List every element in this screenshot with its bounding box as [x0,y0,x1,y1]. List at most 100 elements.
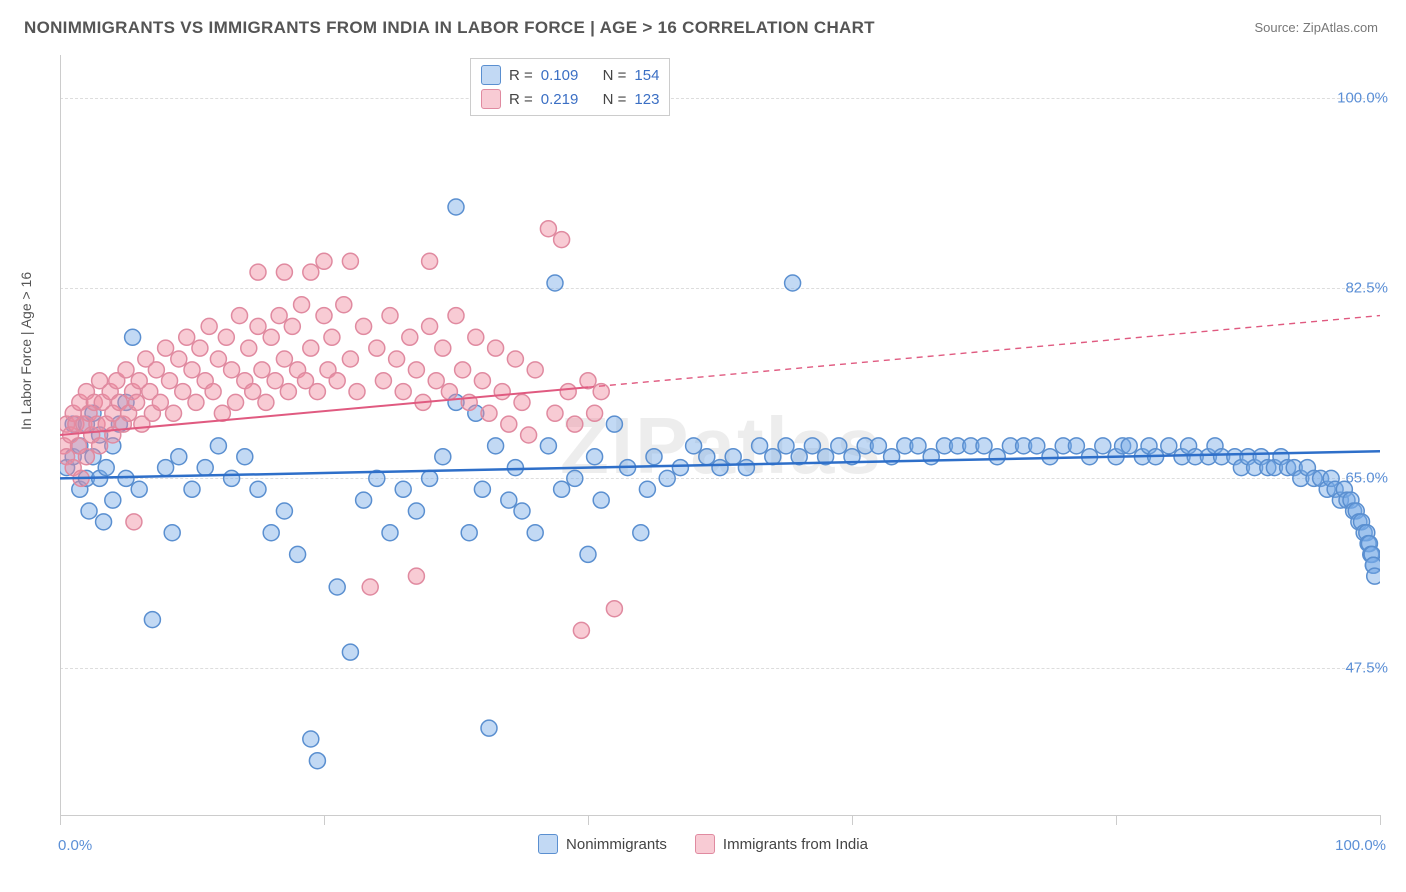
data-point [78,449,94,465]
legend-label: Nonimmigrants [566,836,667,853]
data-point [639,481,655,497]
y-axis-label: In Labor Force | Age > 16 [18,272,34,430]
data-point [309,384,325,400]
data-point [501,492,517,508]
data-point [205,384,221,400]
data-point [408,503,424,519]
data-point [192,340,208,356]
x-tick-mark [324,815,325,825]
stat-r-label: R = [509,91,533,108]
data-point [98,460,114,476]
data-point [455,362,471,378]
data-point [276,503,292,519]
data-point [316,253,332,269]
data-point [224,470,240,486]
stat-n-label: N = [603,67,627,84]
data-point [267,373,283,389]
data-point [342,351,358,367]
data-point [976,438,992,454]
data-point [633,525,649,541]
data-point [765,449,781,465]
data-point [646,449,662,465]
data-point [126,514,142,530]
legend-swatch [481,89,501,109]
data-point [362,579,378,595]
data-point [250,318,266,334]
data-point [540,221,556,237]
data-point [171,351,187,367]
data-point [778,438,794,454]
stat-n-label: N = [603,91,627,108]
data-point [250,264,266,280]
stats-box: R =0.109 N =154R =0.219 N =123 [470,58,670,116]
data-point [547,275,563,291]
data-point [158,340,174,356]
data-point [461,525,477,541]
data-point [408,568,424,584]
data-point [507,351,523,367]
data-point [408,362,424,378]
data-point [448,199,464,215]
x-tick-mark [1380,815,1381,825]
data-point [254,362,270,378]
data-point [488,438,504,454]
data-point [514,394,530,410]
data-point [593,492,609,508]
data-point [686,438,702,454]
data-point [474,373,490,389]
data-point [488,340,504,356]
data-point [923,449,939,465]
legend-item: Immigrants from India [695,834,868,854]
data-point [210,351,226,367]
data-point [1161,438,1177,454]
data-point [329,373,345,389]
data-point [481,720,497,736]
data-point [540,438,556,454]
data-point [587,405,603,421]
data-point [402,329,418,345]
data-point [422,318,438,334]
data-point [258,394,274,410]
legend-swatch [481,65,501,85]
data-point [228,394,244,410]
data-point [672,460,688,476]
data-point [389,351,405,367]
data-point [554,232,570,248]
data-point [1367,568,1380,584]
stats-row: R =0.109 N =154 [481,63,659,87]
data-point [468,329,484,345]
data-point [422,253,438,269]
data-point [201,318,217,334]
data-point [284,318,300,334]
data-point [441,384,457,400]
data-point [606,601,622,617]
data-point [547,405,563,421]
data-point [804,438,820,454]
data-point [395,384,411,400]
chart-source: Source: ZipAtlas.com [1254,20,1378,35]
data-point [342,644,358,660]
data-point [989,449,1005,465]
data-point [369,340,385,356]
legend-swatch [695,834,715,854]
data-point [395,481,411,497]
data-point [606,416,622,432]
data-point [263,329,279,345]
data-point [290,546,306,562]
data-point [712,460,728,476]
data-point [494,384,510,400]
data-point [356,318,372,334]
data-point [131,481,147,497]
data-point [81,503,97,519]
scatter-plot-svg [60,55,1380,815]
data-point [184,481,200,497]
data-point [1068,438,1084,454]
data-point [158,460,174,476]
data-point [567,470,583,486]
data-point [435,449,451,465]
data-point [316,308,332,324]
data-point [232,308,248,324]
data-point [210,438,226,454]
data-point [1029,438,1045,454]
legend-swatch [538,834,558,854]
